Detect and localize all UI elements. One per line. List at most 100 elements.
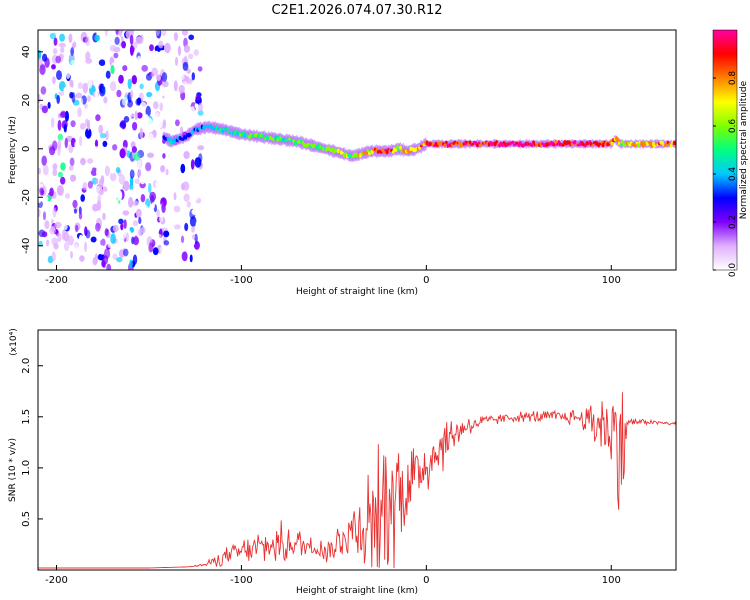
noise-blob: [47, 101, 51, 109]
noise-blob: [145, 36, 151, 47]
noise-blob: [145, 162, 152, 172]
noise-blob: [152, 216, 157, 225]
ridge-cell: [628, 143, 632, 147]
noise-blob: [123, 116, 130, 123]
noise-blob: [141, 53, 148, 62]
noise-blob: [142, 210, 147, 217]
ridge-cell: [261, 133, 265, 138]
noise-blob: [129, 176, 134, 187]
noise-blob: [157, 171, 161, 179]
ridge-cell: [477, 141, 481, 145]
noise-blob: [72, 41, 77, 48]
colorbar-gradient: [712, 29, 738, 271]
noise-blob: [191, 81, 195, 88]
noise-blob: [42, 202, 49, 210]
noise-blob: [69, 92, 74, 99]
noise-blob: [174, 259, 181, 268]
noise-blob: [195, 30, 202, 40]
noise-blob: [172, 181, 177, 191]
noise-blob: [146, 91, 153, 98]
noise-blob: [65, 193, 70, 199]
x-tick-label: -100: [230, 575, 253, 586]
noise-blob: [110, 233, 116, 245]
noise-blob: [155, 233, 162, 240]
noise-blob: [74, 140, 80, 148]
noise-blob: [99, 85, 106, 97]
noise-blob: [163, 240, 170, 246]
noise-blob: [156, 74, 161, 81]
noise-blob: [85, 229, 91, 239]
noise-blob: [158, 216, 164, 222]
ridge-cell: [471, 142, 475, 146]
noise-blob: [67, 235, 75, 246]
noise-blob: [129, 259, 133, 269]
noise-blob: [139, 127, 143, 139]
noise-blob: [183, 45, 191, 53]
noise-blob: [77, 82, 83, 90]
noise-blob: [122, 65, 128, 72]
noise-blob: [190, 30, 196, 36]
noise-blob: [90, 236, 97, 243]
noise-blob: [100, 238, 106, 247]
noise-blob: [38, 167, 41, 175]
noise-blob: [85, 58, 93, 64]
noise-blob: [98, 124, 104, 134]
noise-blob: [56, 70, 62, 81]
noise-blob: [105, 56, 110, 68]
snr-series-line: [38, 392, 676, 569]
noise-blob: [70, 120, 76, 128]
noise-blob: [68, 165, 74, 171]
noise-blob: [60, 47, 65, 53]
noise-blob: [174, 102, 181, 113]
noise-blob: [73, 76, 79, 83]
noise-blob: [186, 201, 191, 208]
noise-blob: [112, 224, 119, 233]
noise-blob: [95, 222, 101, 232]
ridge-cell: [591, 144, 595, 147]
noise-blob: [136, 55, 142, 67]
ridge-cell: [600, 140, 604, 144]
noise-blob: [173, 192, 177, 201]
noise-blob: [49, 187, 54, 197]
x-tick-label: -100: [230, 275, 253, 286]
noise-blob: [194, 184, 201, 196]
y-tick-label: 40: [21, 45, 32, 58]
noise-blob: [155, 30, 160, 36]
noise-blob: [121, 168, 126, 177]
noise-blob: [57, 140, 62, 151]
noise-blob: [148, 182, 152, 194]
ridge-cell: [489, 141, 493, 144]
noise-blob: [106, 263, 112, 270]
noise-blob: [119, 121, 126, 129]
noise-blob: [145, 105, 151, 117]
noise-blob: [39, 64, 46, 76]
ridge-cell: [331, 147, 334, 152]
noise-blob: [139, 101, 147, 110]
noise-blob: [188, 175, 194, 185]
noise-blob: [74, 208, 77, 214]
colorbar-tick-label: 0.6: [728, 119, 738, 134]
noise-blob: [194, 170, 201, 177]
noise-blob: [139, 83, 144, 90]
noise-blob: [152, 172, 159, 180]
ridge-cell: [366, 149, 370, 153]
noise-blob: [74, 243, 79, 254]
noise-blob: [115, 167, 121, 174]
noise-blob: [147, 222, 153, 228]
ridge-cell: [511, 140, 515, 144]
noise-blob: [38, 126, 46, 134]
noise-blob: [194, 157, 202, 168]
noise-blob: [177, 45, 181, 56]
noise-blob: [161, 30, 167, 37]
noise-blob: [86, 158, 94, 164]
y-tick-label: -20: [21, 189, 32, 205]
noise-blob: [82, 182, 88, 191]
y-tick-label: 1.0: [21, 460, 32, 476]
noise-blob: [180, 126, 184, 134]
noise-blob: [138, 228, 143, 237]
noise-blob: [130, 90, 134, 98]
noise-blob: [69, 79, 74, 89]
noise-blob: [63, 123, 67, 133]
noise-blob: [120, 223, 124, 231]
ridge-cell: [394, 148, 398, 152]
